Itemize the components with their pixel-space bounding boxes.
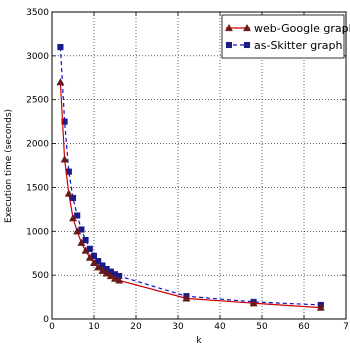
- y-axis-label: Execution time (seconds): [4, 109, 14, 223]
- legend-entry-as-skitter-graph: as-Skitter graph: [225, 39, 342, 52]
- data-point-web-google-graph: [81, 246, 90, 254]
- data-point-web-google-graph: [316, 303, 325, 311]
- x-tick-label: 60: [298, 322, 310, 332]
- y-tick-label: 0: [43, 315, 49, 325]
- data-point-web-google-graph: [56, 78, 65, 86]
- data-point-as-skitter-graph: [82, 237, 89, 244]
- legend-marker-as-skitter-graph: [243, 41, 251, 49]
- legend: web-Google graph as-Skitter graph: [221, 14, 350, 59]
- data-point-as-skitter-graph: [78, 226, 85, 233]
- y-tick-label: 500: [32, 271, 49, 281]
- data-point-as-skitter-graph: [74, 212, 81, 219]
- legend-entry-web-google-graph: web-Google graph: [224, 22, 350, 35]
- x-tick-label: 7: [343, 322, 349, 332]
- data-point-as-skitter-graph: [90, 252, 98, 259]
- data-point-web-google-graph: [249, 299, 258, 307]
- x-axis-label: k: [196, 336, 202, 344]
- plot-frame: [51, 11, 347, 320]
- data-point-web-google-graph: [102, 269, 111, 277]
- data-point-web-google-graph: [182, 294, 191, 302]
- y-tick-label: 2500: [26, 96, 49, 106]
- series-line-as-skitter-graph: [59, 47, 321, 306]
- data-point-as-skitter-graph: [61, 118, 68, 125]
- data-point-web-google-graph: [98, 266, 107, 274]
- legend-label-as-skitter-graph: as-Skitter graph: [254, 39, 342, 52]
- axis-ticks: 0 10 20 30 40 50 60 705001000150020002500300035…: [26, 8, 349, 332]
- data-point-web-google-graph: [77, 238, 86, 246]
- y-tick-label: 1000: [26, 227, 49, 237]
- data-point-as-skitter-graph: [69, 194, 77, 202]
- data-point-web-google-graph: [85, 253, 94, 261]
- data-point-web-google-graph: [94, 263, 103, 271]
- x-tick-label: 10: [88, 322, 100, 332]
- y-tick-label: 1500: [26, 183, 49, 193]
- data-point-web-google-graph: [106, 271, 115, 280]
- y-tick-label: 3000: [26, 52, 49, 62]
- x-tick-label: 50: [256, 322, 268, 332]
- x-tick-label: 20: [130, 322, 142, 332]
- legend-label-web-google-graph: web-Google graph: [254, 22, 350, 35]
- legend-marker-web-google-graph: [224, 23, 234, 32]
- grid-lines: [52, 12, 346, 319]
- series-layer: [56, 44, 325, 311]
- y-tick-label: 2000: [26, 140, 49, 150]
- data-point-web-google-graph: [89, 258, 99, 266]
- data-point-web-google-graph: [68, 214, 78, 222]
- legend-marker-as-skitter-graph: [225, 41, 233, 49]
- x-tick-label: 30: [172, 322, 184, 332]
- legend-box: [221, 14, 345, 59]
- data-point-web-google-graph: [60, 155, 69, 163]
- data-point-as-skitter-graph: [86, 245, 93, 252]
- data-point-web-google-graph: [110, 274, 120, 282]
- x-tick-label: 0: [49, 322, 55, 332]
- data-point-as-skitter-graph: [57, 44, 64, 51]
- series-as-skitter-graph: [57, 44, 324, 309]
- x-tick-label: 40: [214, 322, 226, 332]
- data-point-web-google-graph: [73, 227, 82, 235]
- data-point-web-google-graph: [115, 276, 124, 284]
- series-web-google-graph: [56, 78, 325, 311]
- data-point-web-google-graph: [64, 189, 73, 197]
- legend-marker-web-google-graph: [242, 23, 252, 32]
- y-tick-label: 3500: [26, 8, 49, 18]
